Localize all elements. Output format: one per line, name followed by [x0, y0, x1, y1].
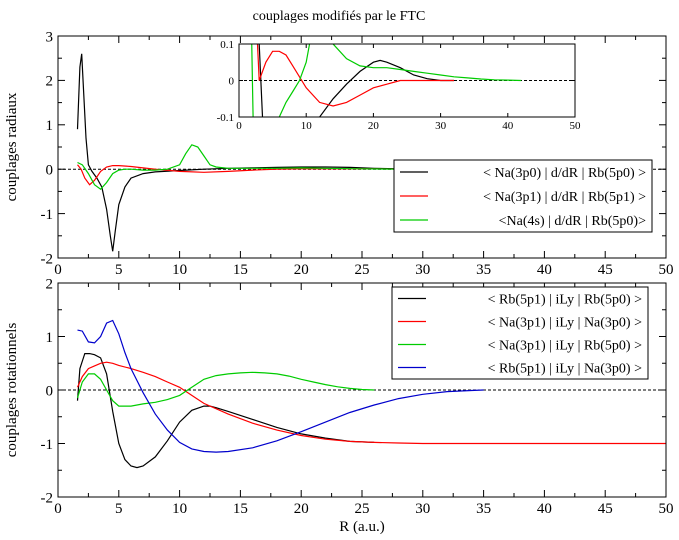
top-x-tick-label: 50 [659, 262, 674, 278]
inset-x-tick-label: 30 [435, 120, 447, 132]
top-y-tick-label: -1 [41, 207, 54, 223]
bottom-legend-label-3: < Rb(5p1) | iLy | Na(3p0) > [488, 362, 642, 377]
inset-series-line-0 [258, 44, 454, 117]
bottom-y-axis-label: couplages rotationnels [4, 323, 20, 458]
top-series-line-1 [77, 164, 484, 186]
top-series-line-2 [77, 144, 484, 191]
top-x-tick-label: 20 [294, 262, 309, 278]
bottom-x-tick-label: 35 [476, 501, 491, 517]
bottom-x-tick-label: 5 [115, 501, 123, 517]
bottom-x-tick-label: 50 [659, 501, 674, 517]
bottom-y-tick-label: -2 [41, 490, 54, 506]
top-frame [57, 35, 667, 259]
bottom-x-axis-label: R (a.u.) [339, 519, 384, 535]
bottom-x-tick-label: 0 [54, 501, 62, 517]
top-x-tick-label: 45 [598, 262, 613, 278]
top-legend-label-1: < Na(3p1) | d/dR | Rb(5p1) > [483, 190, 646, 205]
top-x-tick-label: 25 [355, 262, 370, 278]
bottom-y-tick-label: 1 [46, 330, 54, 346]
bottom-series-line-1 [76, 361, 666, 445]
bottom-legend-label-0: < Rb(5p1) | iLy | Rb(5p0) > [488, 293, 642, 308]
inset-x-tick-label: 10 [301, 120, 313, 132]
top-series-group [76, 53, 484, 252]
inset-series-group [251, 44, 522, 117]
inset-x-tick-label: 50 [570, 120, 582, 132]
bottom-legend-label-2: < Na(3p1) | iLy | Rb(5p0) > [488, 339, 642, 354]
bottom-legend-box [391, 286, 649, 380]
bottom-legend-label-1: < Na(3p1) | iLy | Na(3p0) > [488, 316, 642, 331]
top-y-axis-label: couplages radiaux [4, 92, 20, 201]
top-legend: < Na(3p0) | d/dR | Rb(5p0) > < Na(3p1) | … [393, 159, 653, 233]
top-x-tick-label: 40 [537, 262, 552, 278]
top-legend-label-0: < Na(3p0) | d/dR | Rb(5p0) > [483, 166, 646, 181]
bottom-x-tick-label: 15 [233, 501, 248, 517]
bottom-series-line-3 [77, 319, 484, 453]
bottom-x-tick-label: 20 [294, 501, 309, 517]
inset-series-line-1 [256, 44, 454, 107]
top-series-line-0 [76, 53, 484, 252]
top-y-tick-label: 1 [46, 118, 54, 134]
bottom-series-group [76, 319, 666, 469]
bottom-legend: < Rb(5p1) | iLy | Rb(5p0) > < Na(3p1) | i… [391, 286, 649, 380]
bottom-x-tick-label: 25 [355, 501, 370, 517]
bottom-panel: 0 5 10 15 20 25 30 35 40 45 50 -2 -1 0 1 2 couplages rot… [4, 276, 674, 535]
top-y-tick-label: -2 [41, 251, 54, 267]
top-legend-box [393, 159, 653, 233]
bottom-y-tick-label: 0 [46, 383, 54, 399]
inset-series-line-2 [251, 44, 522, 117]
inset-y-tick-label: 0 [229, 75, 235, 87]
bottom-x-tick-label: 10 [172, 501, 187, 517]
inset-y-tick-label: -0.1 [217, 112, 234, 124]
top-x-tick-label: 35 [476, 262, 491, 278]
top-x-tick-label: 30 [415, 262, 430, 278]
inset-panel: 0 10 20 30 40 50-0.100.1 [217, 39, 582, 132]
top-y-tick-label: 0 [46, 162, 54, 178]
bottom-y-tick-label: -1 [41, 437, 54, 453]
top-y-tick-label: 2 [46, 74, 54, 90]
figure-title: couplages modifiés par le FTC [253, 9, 426, 24]
bottom-frame [57, 282, 667, 498]
inset-x-tick-label: 0 [236, 120, 242, 132]
bottom-x-tick-label: 30 [415, 501, 430, 517]
inset-x-tick-label: 40 [502, 120, 514, 132]
inset-y-tick-label: 0.1 [220, 39, 234, 51]
inset-frame [238, 43, 576, 118]
bottom-y-tick-label: 2 [46, 276, 54, 292]
bottom-series-line-0 [76, 353, 375, 469]
top-legend-label-2: <Na(4s) | d/dR | Rb(5p0)> [499, 214, 646, 229]
top-x-tick-label: 15 [233, 262, 248, 278]
top-x-tick-label: 5 [115, 262, 123, 278]
inset-x-tick-label: 20 [368, 120, 380, 132]
top-x-tick-label: 10 [172, 262, 187, 278]
bottom-x-tick-label: 40 [537, 501, 552, 517]
top-x-tick-label: 0 [54, 262, 62, 278]
top-y-tick-label: 3 [46, 29, 54, 45]
bottom-x-tick-label: 45 [598, 501, 613, 517]
bottom-series-line-2 [76, 371, 375, 407]
